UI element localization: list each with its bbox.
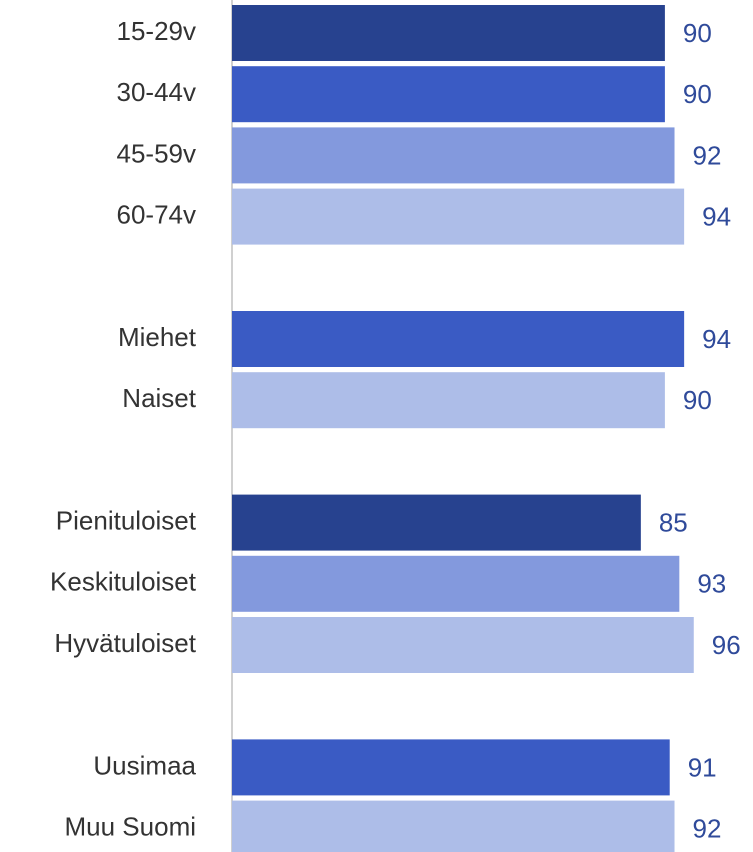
value-label: 90 (683, 79, 712, 109)
category-label: Naiset (122, 383, 196, 413)
category-label: Uusimaa (93, 750, 196, 780)
bar (232, 494, 641, 551)
value-label: 96 (712, 630, 741, 660)
value-label: 91 (688, 752, 717, 782)
value-label: 94 (702, 324, 731, 354)
category-label: 45-59v (117, 138, 197, 168)
category-label: Pienituloiset (56, 505, 197, 535)
bar (232, 555, 680, 612)
bar (232, 617, 694, 673)
value-label: 92 (693, 813, 722, 843)
value-label: 85 (659, 507, 688, 537)
bar (232, 311, 685, 367)
category-label: 15-29v (117, 16, 197, 46)
value-label: 92 (693, 140, 722, 170)
value-label: 94 (702, 201, 731, 231)
bar (232, 66, 665, 123)
category-label: Miehet (118, 322, 197, 352)
value-label: 93 (697, 569, 726, 599)
bar (232, 739, 670, 796)
category-label: 60-74v (117, 199, 197, 229)
bar (232, 372, 665, 429)
bar (232, 5, 665, 61)
bar (232, 800, 675, 852)
value-label: 90 (683, 385, 712, 415)
category-label: Muu Suomi (65, 811, 197, 841)
category-label: 30-44v (117, 77, 197, 107)
category-label: Keskituloiset (50, 567, 197, 597)
category-label: Hyvätuloiset (54, 628, 196, 658)
bar (232, 188, 685, 245)
bar (232, 127, 675, 184)
value-label: 90 (683, 18, 712, 48)
